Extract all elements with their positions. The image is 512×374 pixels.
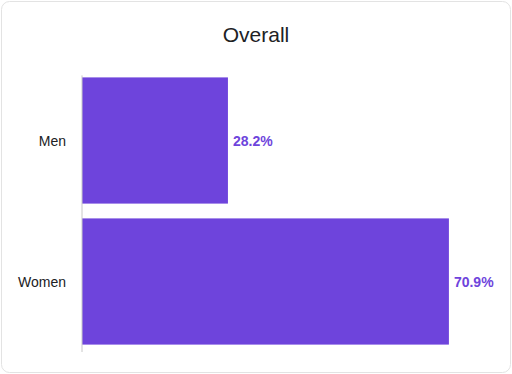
category-label: Women: [18, 274, 66, 290]
bars: [82, 77, 449, 344]
category-label: Men: [39, 133, 66, 149]
bar: [82, 77, 228, 203]
chart: Overall Men 28.2% Women 70.9%: [0, 0, 512, 374]
card-frame: [2, 2, 511, 373]
chart-title: Overall: [223, 23, 290, 46]
data-label: 28.2%: [233, 133, 273, 149]
data-label: 70.9%: [454, 274, 494, 290]
bar: [82, 218, 449, 344]
category-axis-line: [82, 75, 83, 352]
